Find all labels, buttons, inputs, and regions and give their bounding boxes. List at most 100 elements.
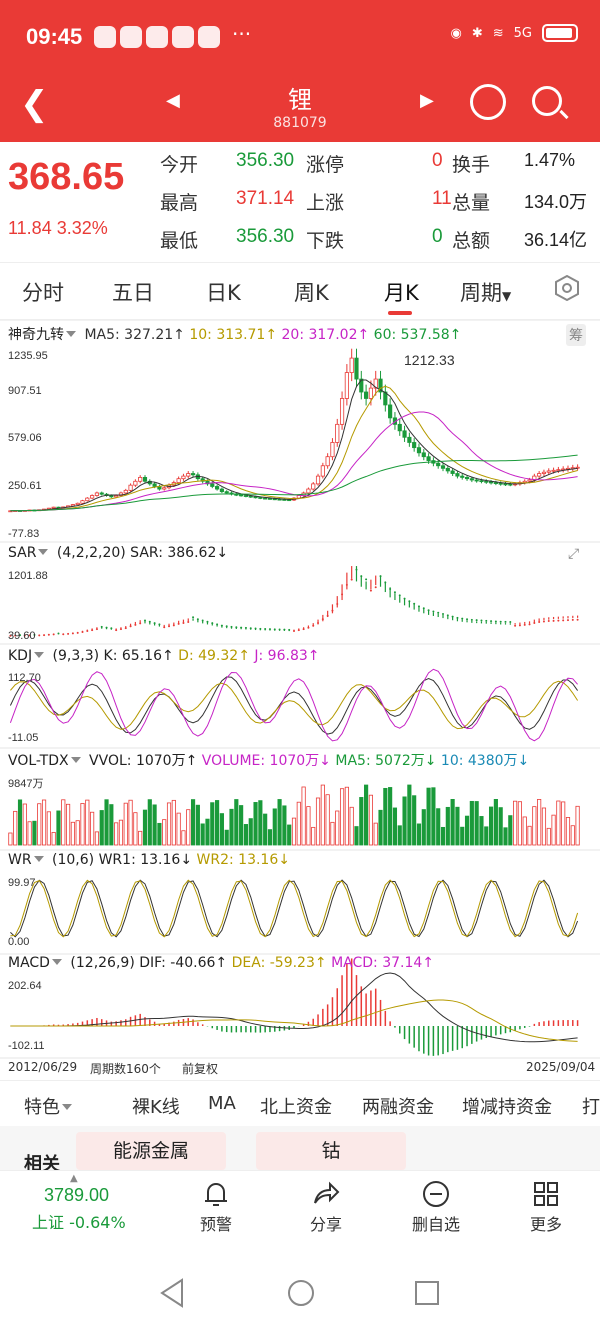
volume-bar (263, 813, 268, 846)
sar-dot (254, 627, 257, 630)
prev-stock-icon[interactable]: ◀ (166, 90, 180, 111)
battery-icon (542, 24, 578, 42)
candle-body (263, 497, 268, 500)
candle-body (421, 452, 426, 458)
volume-bar (373, 822, 378, 846)
caret-up-icon: ▲ (70, 1173, 78, 1184)
dropdown-icon (70, 757, 81, 763)
search-icon[interactable] (532, 86, 562, 116)
volume-bar (80, 803, 85, 846)
expand-icon[interactable]: ⤢ (568, 546, 580, 562)
volume-bar (13, 810, 18, 846)
candle-body (537, 473, 542, 477)
sar-dot (528, 623, 531, 626)
volume-bar (41, 799, 47, 846)
wr-selector[interactable]: WR (8, 852, 48, 868)
volume-bar (426, 787, 431, 846)
sar-dot (249, 627, 252, 630)
quote-label: 最高 (160, 192, 199, 214)
candle-body (484, 480, 489, 483)
feature-tab-more[interactable]: 打 (582, 1097, 600, 1118)
tab-five-day[interactable]: 五日 (112, 281, 154, 305)
volume-bar (527, 825, 532, 846)
candle-body (215, 486, 220, 490)
more-notifications-icon: ··· (232, 22, 252, 46)
candle-body (181, 475, 186, 480)
macd-params: (12,26,9) (70, 955, 135, 971)
mascot-icon[interactable] (470, 84, 506, 120)
tab-monthly-k[interactable]: 月K (384, 281, 419, 305)
candle-body (479, 480, 484, 483)
kdj-line (9, 668, 578, 742)
feature-tab-special[interactable]: 特色 (24, 1093, 76, 1119)
tab-daily-k[interactable]: 日K (206, 281, 241, 305)
network-label: 5G (513, 25, 532, 41)
volume-bar (104, 799, 109, 846)
volume-bar (186, 809, 191, 846)
main-indicator-selector[interactable]: 神奇九转 (8, 327, 80, 343)
next-stock-icon[interactable]: ▶ (420, 90, 434, 111)
bluetooth-icon: ✱ (471, 25, 483, 41)
settings-hex-icon[interactable] (554, 275, 580, 301)
volume-bar (460, 826, 465, 846)
candle-body (551, 469, 556, 472)
vol-ma5: MA5: 5072万↓ (335, 753, 437, 769)
feature-tab-naked-k[interactable]: 裸K线 (132, 1097, 180, 1118)
volume-bar (215, 800, 220, 846)
sar-dot (244, 626, 247, 629)
tab-timeshare[interactable]: 分时 (22, 281, 64, 305)
sar-dot (57, 632, 60, 635)
back-icon[interactable]: ❮ (20, 84, 49, 124)
candle-body (469, 478, 474, 481)
tab-period[interactable]: 周期▼ (460, 277, 511, 307)
feature-tab-northbound[interactable]: 北上资金 (260, 1097, 332, 1118)
system-recents-icon[interactable] (414, 1280, 440, 1306)
chips-badge[interactable]: 筹 (566, 324, 586, 346)
system-back-icon[interactable] (158, 1278, 186, 1308)
volume-bar (27, 821, 32, 846)
feature-tab-ma[interactable]: MA (208, 1093, 236, 1114)
macd-name: MACD (8, 955, 50, 971)
kdj-selector[interactable]: KDJ (8, 648, 48, 664)
kdj-axis-2: -11.05 (8, 732, 39, 744)
volume-bar (474, 801, 479, 846)
related-chip-cobalt[interactable]: 钴 (256, 1132, 406, 1170)
volume-bar (210, 802, 215, 846)
sar-dot (302, 628, 305, 631)
sar-dot (220, 624, 223, 627)
sar-dot (47, 633, 50, 636)
nav-share[interactable]: 分享 (286, 1177, 366, 1235)
adjust-mode[interactable]: 前复权 (182, 1062, 219, 1076)
candle-body (436, 462, 441, 467)
kdj-legend: KDJ (9,3,3) K: 65.16↑ D: 49.32↑ J: 96.83… (8, 648, 320, 664)
sar-dot (422, 607, 425, 610)
sar-selector[interactable]: SAR (8, 545, 52, 561)
candle-body (85, 497, 90, 502)
nav-remove-watch[interactable]: 删自选 (396, 1177, 476, 1235)
system-home-icon[interactable] (286, 1278, 316, 1308)
volume-bar (364, 784, 369, 846)
sar-dot (547, 620, 550, 623)
sar-dot (326, 614, 329, 617)
related-chip-energy-metals[interactable]: 能源金属 (76, 1132, 226, 1170)
index-name: 上证 -0.64% (32, 1213, 126, 1232)
vol-name: VOL-TDX (8, 753, 69, 769)
feature-tab-margin[interactable]: 两融资金 (362, 1097, 434, 1118)
candle-body (114, 495, 119, 498)
nav-more[interactable]: 更多 (506, 1177, 586, 1235)
sar-dot (19, 634, 22, 637)
tab-weekly-k[interactable]: 周K (294, 281, 329, 305)
volume-bar (157, 822, 162, 846)
kline-chart[interactable] (0, 320, 600, 1060)
sar-dot (259, 627, 262, 630)
sar-dot (504, 620, 507, 623)
candle-body (397, 423, 402, 432)
sar-dot (336, 602, 339, 605)
feature-tab-holdings[interactable]: 增减持资金 (462, 1097, 552, 1118)
kdj-params: (9,3,3) (52, 648, 100, 664)
nav-alert[interactable]: 预警 (176, 1177, 256, 1235)
candle-body (460, 475, 465, 478)
wr-line (10, 879, 579, 938)
vol-selector[interactable]: VOL-TDX (8, 753, 85, 769)
macd-selector[interactable]: MACD (8, 955, 66, 971)
